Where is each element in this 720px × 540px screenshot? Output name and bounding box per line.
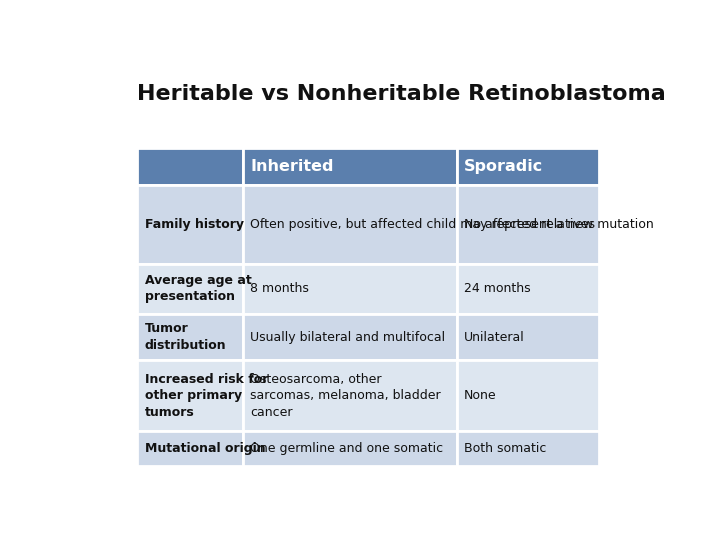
FancyBboxPatch shape xyxy=(456,264,599,314)
FancyBboxPatch shape xyxy=(243,148,456,185)
FancyBboxPatch shape xyxy=(138,361,243,431)
FancyBboxPatch shape xyxy=(243,264,456,314)
Text: 24 months: 24 months xyxy=(464,282,531,295)
Text: Unilateral: Unilateral xyxy=(464,330,525,343)
FancyBboxPatch shape xyxy=(138,314,243,361)
Text: No affected relatives: No affected relatives xyxy=(464,218,595,231)
FancyBboxPatch shape xyxy=(456,148,599,185)
Text: One germline and one somatic: One germline and one somatic xyxy=(251,442,444,455)
Text: 8 months: 8 months xyxy=(251,282,309,295)
Text: Often positive, but affected child may represent a new mutation: Often positive, but affected child may r… xyxy=(251,218,654,231)
FancyBboxPatch shape xyxy=(138,264,243,314)
Text: Sporadic: Sporadic xyxy=(464,159,543,174)
FancyBboxPatch shape xyxy=(243,361,456,431)
Text: Mutational origin: Mutational origin xyxy=(145,442,265,455)
Text: Usually bilateral and multifocal: Usually bilateral and multifocal xyxy=(251,330,446,343)
FancyBboxPatch shape xyxy=(456,361,599,431)
Text: None: None xyxy=(464,389,497,402)
Text: Osteosarcoma, other
sarcomas, melanoma, bladder
cancer: Osteosarcoma, other sarcomas, melanoma, … xyxy=(251,373,441,418)
FancyBboxPatch shape xyxy=(243,431,456,466)
FancyBboxPatch shape xyxy=(456,431,599,466)
Text: Family history: Family history xyxy=(145,218,243,231)
Text: Both somatic: Both somatic xyxy=(464,442,546,455)
FancyBboxPatch shape xyxy=(138,148,243,185)
Text: Increased risk for
other primary
tumors: Increased risk for other primary tumors xyxy=(145,373,268,418)
FancyBboxPatch shape xyxy=(456,185,599,264)
FancyBboxPatch shape xyxy=(138,185,243,264)
Text: Tumor
distribution: Tumor distribution xyxy=(145,322,226,352)
Text: Average age at
presentation: Average age at presentation xyxy=(145,274,251,303)
FancyBboxPatch shape xyxy=(456,314,599,361)
FancyBboxPatch shape xyxy=(243,314,456,361)
Text: Inherited: Inherited xyxy=(251,159,334,174)
FancyBboxPatch shape xyxy=(243,185,456,264)
Text: Heritable vs Nonheritable Retinoblastoma: Heritable vs Nonheritable Retinoblastoma xyxy=(138,84,666,104)
FancyBboxPatch shape xyxy=(138,431,243,466)
